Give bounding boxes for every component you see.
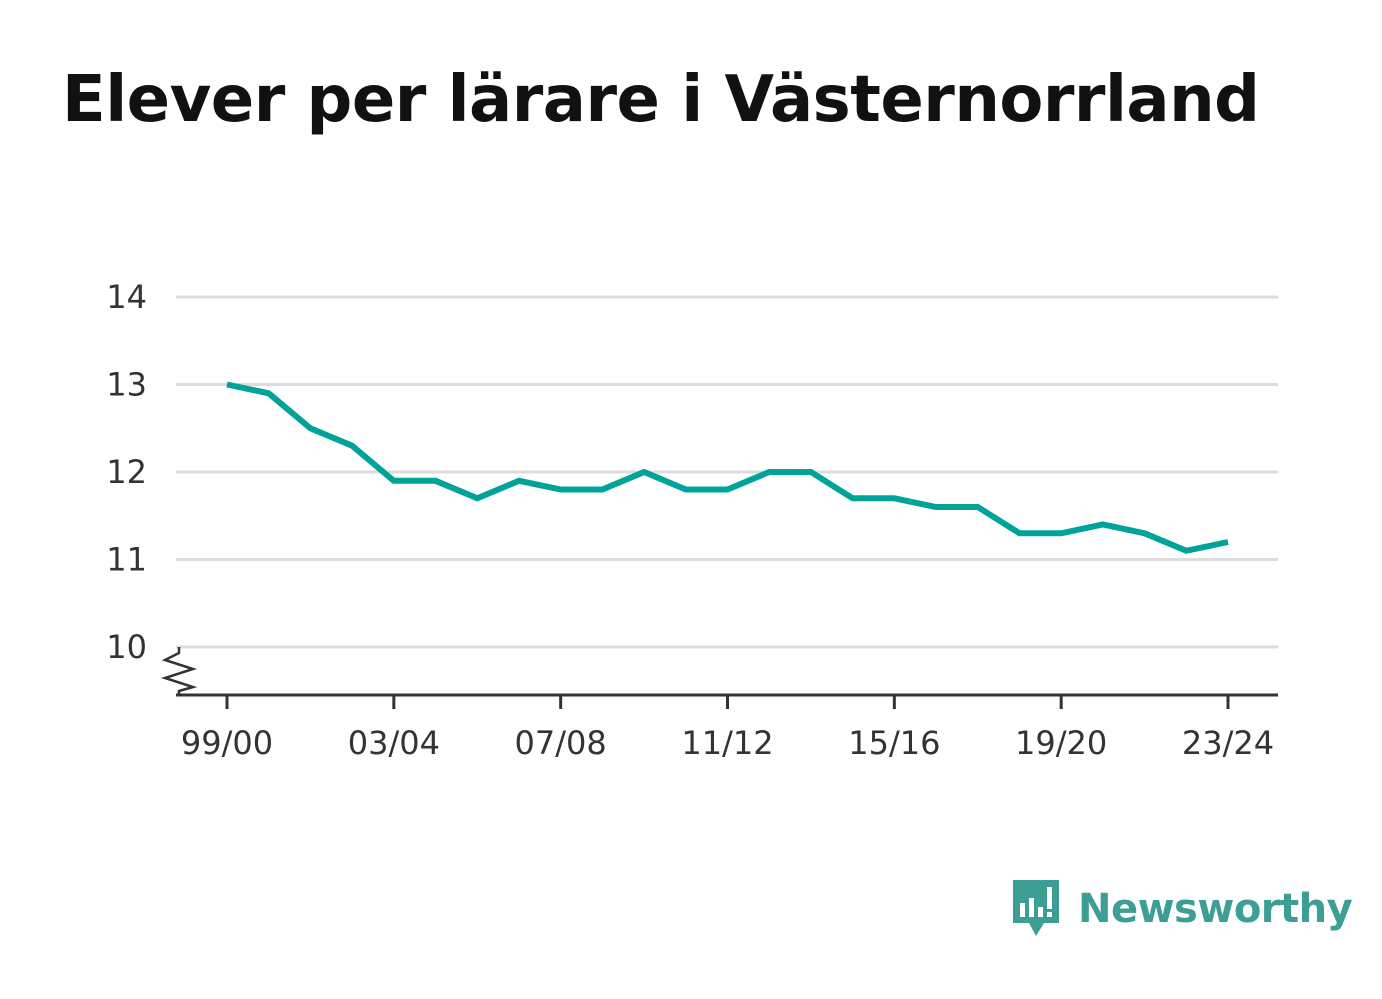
- data-point: [349, 443, 355, 449]
- brand-logo: Newsworthy: [1010, 878, 1353, 940]
- data-point: [975, 504, 981, 510]
- data-point: [683, 487, 689, 493]
- data-point: [641, 469, 647, 475]
- data-point: [558, 487, 564, 493]
- x-tick-label: 15/16: [848, 724, 940, 762]
- y-tick-label: 10: [106, 628, 147, 666]
- y-axis-tick-labels: 10 11 12 13 14: [106, 278, 147, 666]
- series-line: [226, 381, 1229, 554]
- x-tick-label: 07/08: [515, 724, 607, 762]
- data-point: [266, 390, 272, 396]
- data-point: [1225, 539, 1231, 545]
- y-tick-label: 12: [106, 453, 147, 491]
- data-point: [1183, 548, 1189, 554]
- series-layer: [224, 381, 1231, 554]
- chart-title: Elever per lärare i Västernorrland: [62, 63, 1260, 137]
- data-point: [516, 478, 522, 484]
- data-point: [1016, 530, 1022, 536]
- y-axis-break-marker: [160, 647, 198, 695]
- brand-name: Newsworthy: [1078, 886, 1353, 932]
- data-point: [474, 495, 480, 501]
- data-point: [1142, 530, 1148, 536]
- y-tick-label: 11: [106, 541, 147, 579]
- x-tick-label: 99/00: [181, 724, 273, 762]
- x-tick-label: 11/12: [681, 724, 773, 762]
- data-point: [766, 469, 772, 475]
- data-point: [224, 382, 230, 388]
- data-point: [307, 425, 313, 431]
- data-point: [725, 487, 731, 493]
- data-point: [433, 478, 439, 484]
- x-axis-tick-labels: 99/00 03/04 07/08 11/12 15/16 19/20 23/24: [181, 724, 1274, 762]
- grid-lines: [176, 295, 1278, 649]
- data-point: [599, 487, 605, 493]
- data-point: [933, 504, 939, 510]
- x-tick-label: 23/24: [1182, 724, 1274, 762]
- data-point: [391, 478, 397, 484]
- data-point: [1100, 522, 1106, 528]
- data-point: [808, 469, 814, 475]
- data-point: [1058, 530, 1064, 536]
- newsworthy-chart-bubble-icon: [1013, 880, 1059, 936]
- data-point: [850, 495, 856, 501]
- x-tick-label: 03/04: [348, 724, 440, 762]
- data-point: [891, 495, 897, 501]
- y-tick-label: 13: [106, 366, 147, 404]
- y-tick-label: 14: [106, 278, 147, 316]
- x-axis: [160, 647, 1278, 709]
- x-tick-label: 19/20: [1015, 724, 1107, 762]
